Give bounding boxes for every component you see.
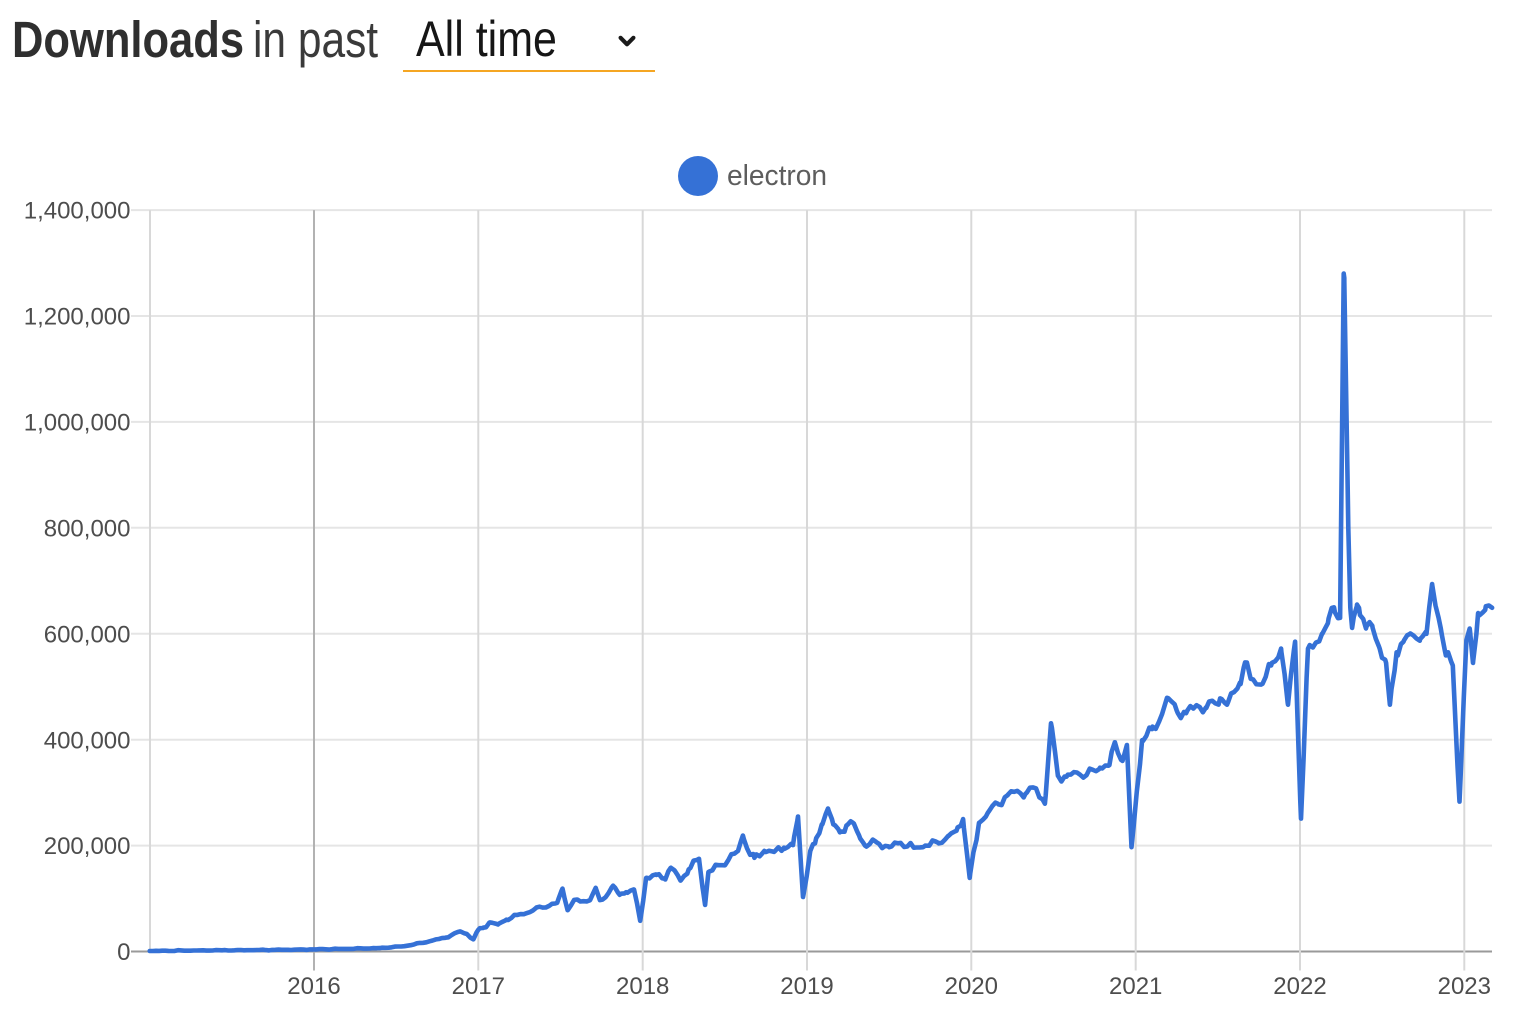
svg-text:600,000: 600,000 xyxy=(44,621,131,648)
svg-text:2023: 2023 xyxy=(1438,973,1491,1000)
svg-text:2019: 2019 xyxy=(780,973,833,1000)
svg-text:2018: 2018 xyxy=(616,973,669,1000)
svg-text:1,400,000: 1,400,000 xyxy=(24,198,131,225)
svg-text:800,000: 800,000 xyxy=(44,515,131,542)
svg-text:200,000: 200,000 xyxy=(44,833,131,860)
svg-text:400,000: 400,000 xyxy=(44,727,131,754)
svg-text:1,000,000: 1,000,000 xyxy=(24,410,131,437)
svg-text:2017: 2017 xyxy=(452,973,505,1000)
svg-text:2022: 2022 xyxy=(1273,973,1326,1000)
svg-text:1,200,000: 1,200,000 xyxy=(24,304,131,331)
svg-text:2016: 2016 xyxy=(287,973,340,1000)
svg-text:2020: 2020 xyxy=(945,973,998,1000)
svg-text:2021: 2021 xyxy=(1109,973,1162,1000)
svg-text:0: 0 xyxy=(117,939,130,966)
